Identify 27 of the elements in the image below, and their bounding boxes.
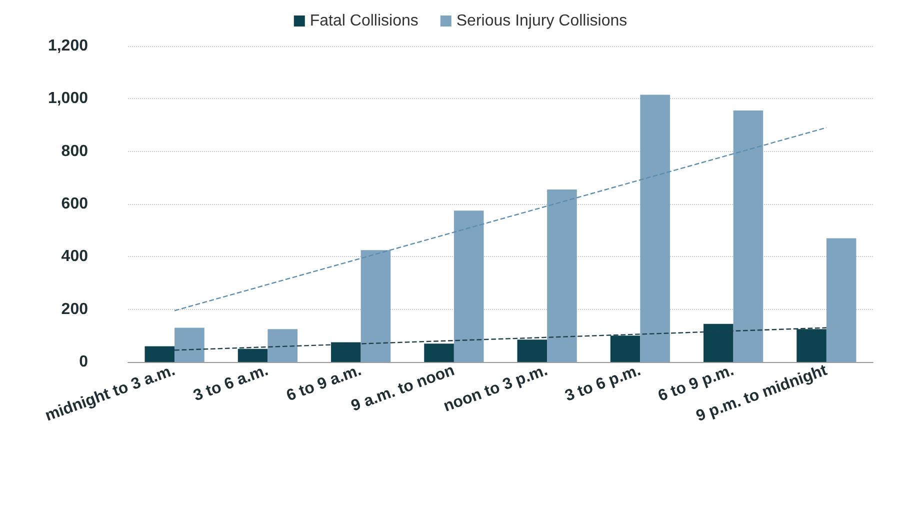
y-tick-label: 1,200 bbox=[48, 38, 88, 54]
y-tick-label: 400 bbox=[61, 248, 88, 266]
x-tick-label: 3 to 6 a.m. bbox=[191, 362, 271, 405]
bar bbox=[547, 190, 577, 362]
bar bbox=[517, 340, 548, 362]
bar bbox=[238, 348, 268, 362]
bar bbox=[360, 250, 391, 362]
bar bbox=[640, 94, 670, 362]
bar bbox=[268, 329, 298, 362]
y-tick-label: 1,000 bbox=[48, 90, 88, 108]
legend-label: Serious Injury Collisions bbox=[456, 12, 628, 30]
x-tick-label: 3 to 6 p.m. bbox=[562, 362, 644, 406]
y-tick-label: 200 bbox=[61, 300, 88, 318]
legend-label: Fatal Collisions bbox=[310, 12, 418, 30]
y-tick-label: 800 bbox=[61, 142, 88, 160]
y-tick-label: 600 bbox=[61, 196, 88, 212]
bar bbox=[174, 328, 204, 362]
bar bbox=[704, 324, 734, 362]
bar bbox=[826, 238, 856, 362]
bar bbox=[424, 344, 454, 362]
bar bbox=[144, 346, 175, 362]
bar bbox=[733, 110, 764, 362]
bar bbox=[610, 336, 640, 362]
y-tick-label: 0 bbox=[79, 354, 88, 370]
bar bbox=[796, 329, 826, 362]
bar bbox=[331, 342, 361, 362]
bar bbox=[454, 210, 484, 362]
